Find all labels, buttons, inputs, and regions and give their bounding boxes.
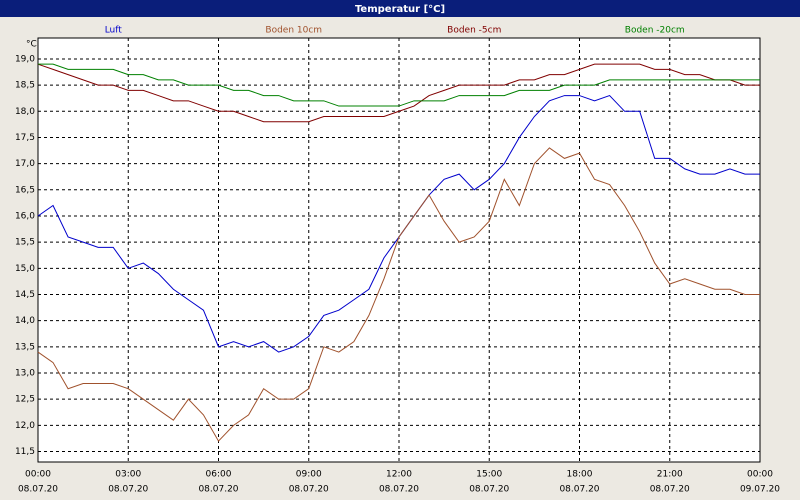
y-tick-label: 17,0 (15, 159, 35, 169)
x-tick-date: 08.07.20 (650, 485, 690, 495)
y-tick-label: 14,0 (15, 316, 35, 326)
y-tick-label: 19,0 (15, 54, 35, 64)
x-tick-date: 08.07.20 (289, 485, 329, 495)
y-tick-label: 17,5 (15, 133, 35, 143)
x-tick-label: 09:00 (296, 470, 322, 480)
y-tick-label: 16,5 (15, 185, 35, 195)
x-tick-date: 08.07.20 (379, 485, 419, 495)
x-tick-date: 08.07.20 (469, 485, 509, 495)
x-tick-date: 08.07.20 (559, 485, 599, 495)
x-tick-label: 21:00 (657, 470, 683, 480)
x-tick-label: 00:00 (747, 470, 773, 480)
x-tick-date: 08.07.20 (198, 485, 238, 495)
y-tick-label: 14,5 (15, 290, 35, 300)
x-tick-date: 09.07.20 (740, 485, 780, 495)
x-tick-label: 12:00 (386, 470, 412, 480)
legend-entry: Boden -5cm (447, 26, 501, 36)
y-tick-label: 11,5 (15, 447, 35, 457)
legend-entry: Boden -20cm (625, 26, 685, 36)
x-tick-label: 00:00 (25, 470, 51, 480)
x-tick-date: 08.07.20 (108, 485, 148, 495)
series-line (37, 63, 760, 123)
x-tick-label: 06:00 (206, 470, 232, 480)
y-tick-label: 15,5 (15, 238, 35, 248)
x-tick-label: 03:00 (115, 470, 141, 480)
x-tick-label: 18:00 (567, 470, 593, 480)
y-tick-label: 12,0 (15, 421, 35, 431)
series-line (37, 147, 760, 442)
y-tick-label: 16,0 (15, 211, 35, 221)
title-bar (0, 0, 800, 17)
chart-title: Temperatur [°C] (355, 4, 445, 15)
legend-entry: Boden 10cm (265, 26, 322, 36)
y-tick-label: 15,0 (15, 264, 35, 274)
legend-entry: Luft (105, 26, 123, 36)
y-tick-label: 12,5 (15, 395, 35, 405)
series-line (38, 63, 760, 107)
y-tick-label: 18,0 (15, 107, 35, 117)
y-unit: °C (26, 40, 37, 50)
y-tick-label: 13,5 (15, 342, 35, 352)
x-tick-date: 08.07.20 (18, 485, 58, 495)
x-tick-label: 15:00 (476, 470, 502, 480)
y-tick-label: 13,0 (15, 369, 35, 379)
y-tick-label: 18,5 (15, 81, 35, 91)
